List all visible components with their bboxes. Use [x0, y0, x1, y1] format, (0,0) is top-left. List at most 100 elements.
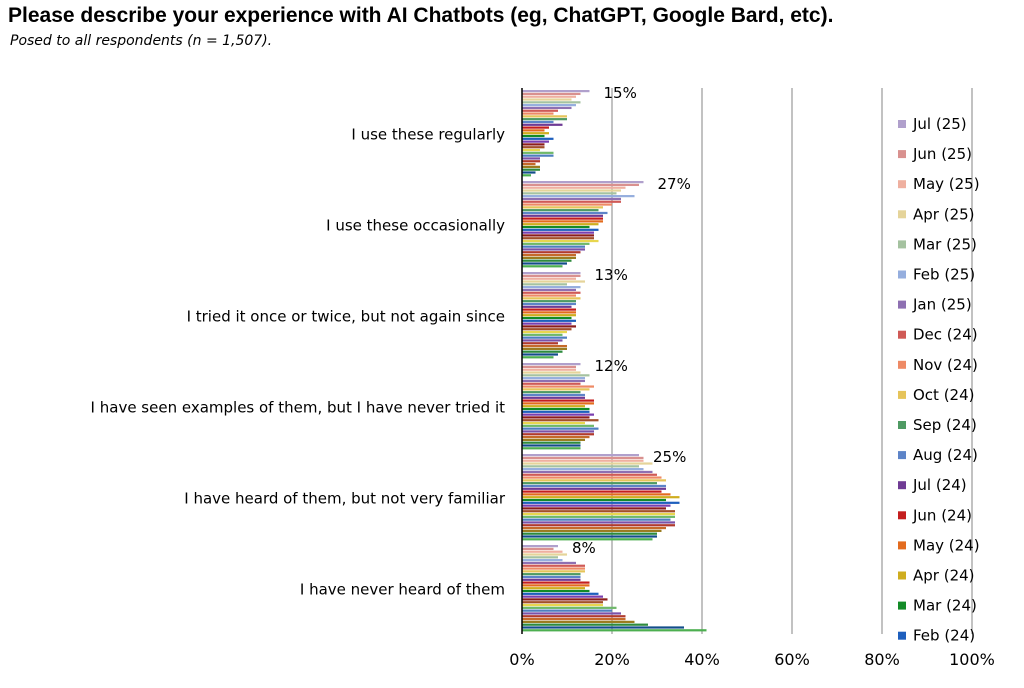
bar: [522, 302, 576, 306]
bar: [522, 109, 558, 112]
legend-label: Jun (25): [912, 145, 972, 163]
bar: [522, 181, 644, 184]
legend-swatch: [898, 330, 906, 339]
legend-label: Dec (24): [913, 326, 978, 344]
bar: [522, 447, 581, 450]
x-tick-label: 80%: [864, 650, 900, 669]
bar: [522, 277, 576, 280]
bar: [522, 217, 603, 220]
legend-label: Mar (24): [913, 597, 977, 615]
bar: [522, 322, 572, 325]
bar: [522, 587, 585, 590]
value-callout: 27%: [658, 175, 691, 193]
bar: [522, 134, 545, 138]
value-callout: 8%: [572, 539, 596, 557]
bar: [522, 459, 644, 462]
bar: [522, 228, 599, 231]
legend-swatch: [898, 421, 906, 429]
bar: [522, 157, 540, 160]
bar: [522, 104, 576, 107]
gridlines: [611, 88, 973, 634]
bar: [522, 501, 680, 504]
bar: [522, 584, 590, 587]
bar: [522, 350, 563, 353]
bar: [522, 171, 536, 174]
legend-swatch: [898, 601, 906, 610]
bar: [522, 393, 585, 397]
bar: [522, 388, 590, 391]
bar: [522, 308, 576, 311]
bar: [522, 90, 590, 93]
bar: [522, 274, 581, 278]
bar: [522, 609, 612, 612]
bar: [522, 575, 581, 579]
bar: [522, 413, 594, 416]
bar: [522, 234, 594, 237]
bar: [522, 476, 662, 479]
bar: [522, 325, 576, 328]
legend: Jul (25) Jun (25) May (25) Apr (25) Mar (25)…: [898, 115, 980, 645]
bar: [522, 363, 581, 366]
bar: [522, 162, 536, 166]
chart-subtitle: Posed to all respondents (n = 1,507).: [10, 33, 273, 49]
bar: [522, 356, 554, 359]
legend-swatch: [898, 150, 906, 159]
bar: [522, 174, 531, 177]
bar: [522, 493, 671, 496]
bar: [522, 498, 666, 502]
bar: [522, 239, 599, 243]
bar: [522, 115, 567, 118]
category-label: I have never heard of them: [300, 581, 505, 599]
bar: [522, 617, 626, 621]
bar: [522, 556, 558, 559]
bar: [522, 545, 558, 548]
bar: [522, 454, 639, 457]
x-tick-label: 60%: [774, 650, 810, 669]
bar: [522, 504, 671, 507]
bar: [522, 95, 576, 98]
x-tick-label: 20%: [594, 650, 630, 669]
bar: [522, 405, 585, 408]
legend-label: Apr (24): [913, 567, 975, 585]
bar: [522, 578, 581, 581]
bar: [522, 223, 599, 226]
legend-swatch: [898, 300, 906, 309]
bar: [522, 206, 603, 209]
bar: [522, 435, 590, 439]
legend-label: Feb (24): [913, 627, 975, 645]
bar: [522, 368, 576, 371]
bar: [522, 186, 626, 189]
bar: [522, 192, 617, 195]
value-callout: 25%: [653, 448, 686, 466]
bar: [522, 573, 581, 576]
legend-label: May (24): [913, 536, 980, 554]
bar: [522, 402, 594, 405]
bar: [522, 328, 572, 331]
bar: [522, 92, 581, 96]
bar: [522, 211, 608, 215]
legend-swatch: [898, 270, 906, 279]
bar: [522, 547, 554, 551]
bar: [522, 283, 567, 286]
bar: [522, 595, 603, 598]
bar: [522, 314, 576, 317]
bar: [522, 347, 567, 350]
bar: [522, 444, 581, 447]
bar: [522, 123, 563, 126]
bar: [522, 615, 626, 618]
legend-swatch: [898, 631, 906, 640]
bar: [522, 129, 545, 132]
bar: [522, 589, 590, 593]
bar: [522, 374, 590, 377]
bar: [522, 132, 549, 135]
bar: [522, 507, 666, 510]
bar: [522, 482, 657, 485]
bar: [522, 253, 576, 257]
bar: [522, 399, 594, 402]
bar: [522, 316, 572, 320]
bar: [522, 197, 621, 201]
bar: [522, 333, 563, 336]
bar: [522, 126, 549, 129]
x-tick-label: 40%: [684, 650, 720, 669]
